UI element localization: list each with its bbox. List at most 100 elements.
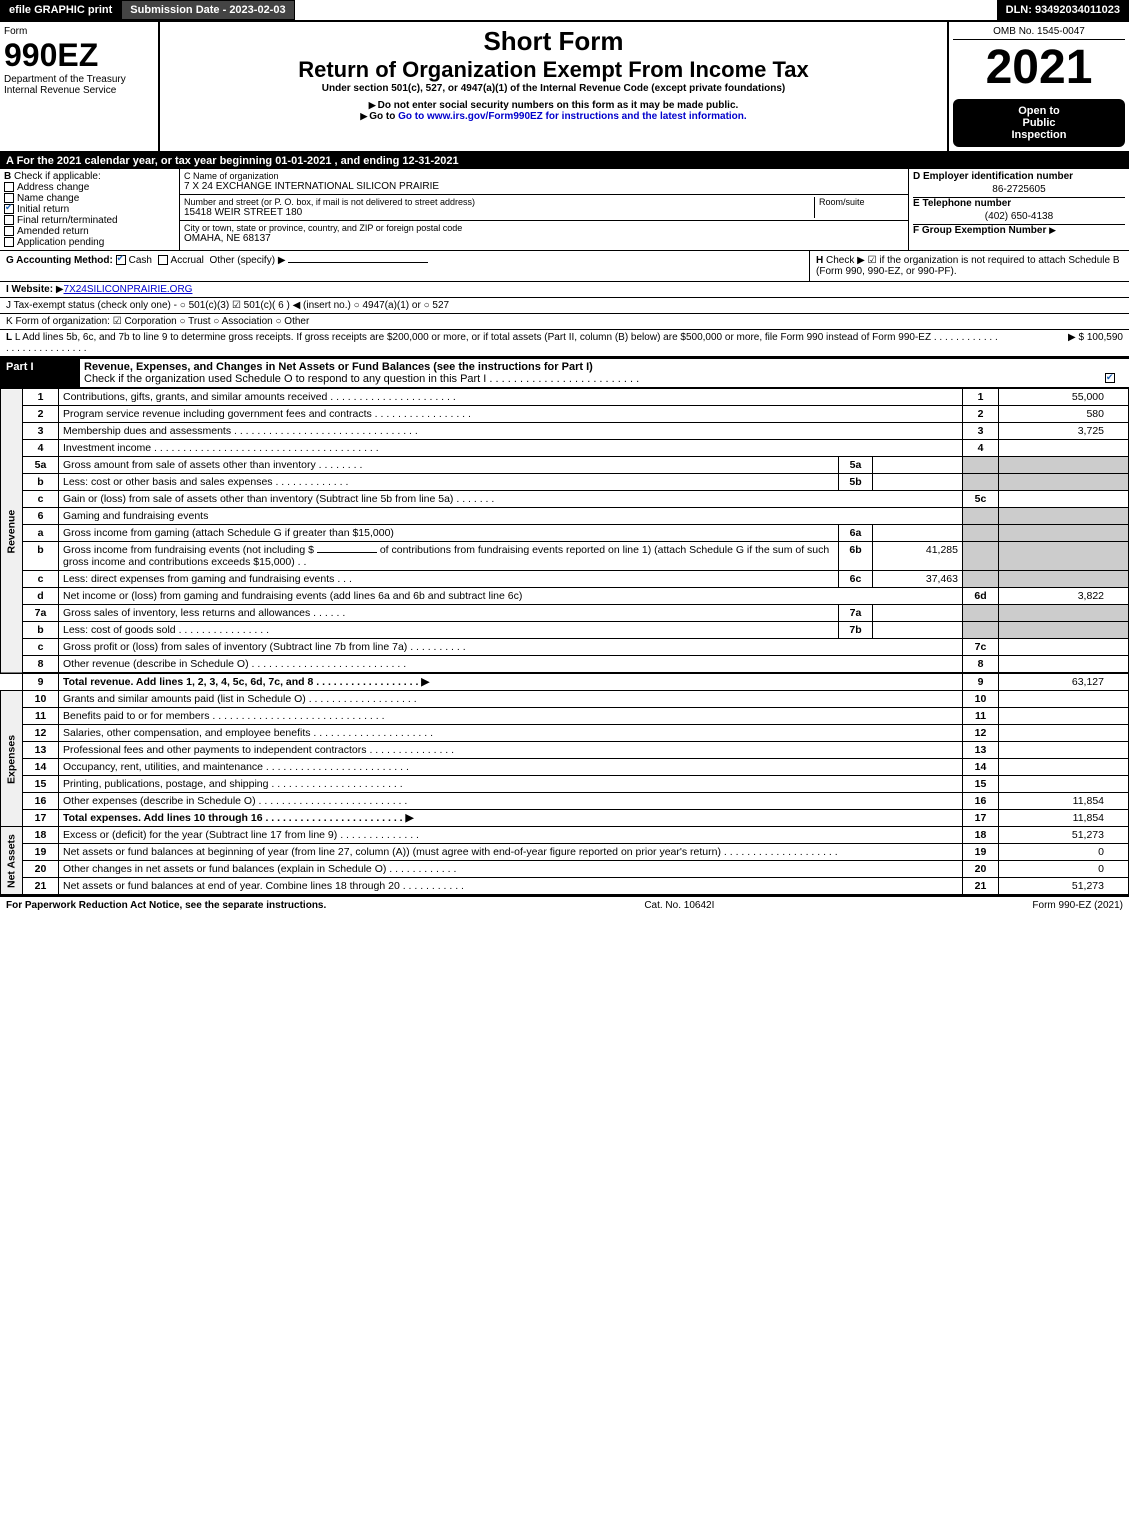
line-text: Salaries, other compensation, and employ… (63, 727, 310, 739)
table-row: d Net income or (loss) from gaming and f… (1, 588, 1129, 605)
line-num: 15 (23, 776, 59, 793)
line-ref: 20 (963, 861, 999, 878)
arrow-icon (1049, 225, 1058, 236)
line-text: Other changes in net assets or fund bala… (63, 863, 386, 875)
line-amount: 3,822 (999, 588, 1129, 605)
contrib-input[interactable] (317, 552, 377, 553)
checkbox-amended[interactable] (4, 226, 14, 236)
checkbox-initial-return[interactable] (4, 204, 14, 214)
b-initial: Initial return (17, 204, 69, 215)
form-word: Form (4, 26, 154, 37)
line-num: c (23, 571, 59, 588)
ein: 86-2725605 (913, 182, 1125, 198)
line-num: 11 (23, 708, 59, 725)
line-amount: 11,854 (999, 810, 1129, 827)
line-ref-gray (963, 542, 999, 571)
line-ref: 13 (963, 742, 999, 759)
line-amount (999, 759, 1129, 776)
dln-label: DLN: 93492034011023 (997, 0, 1129, 20)
b-label: Check if applicable: (14, 171, 101, 182)
line-num: c (23, 639, 59, 656)
line-ref: 11 (963, 708, 999, 725)
irs-label: Internal Revenue Service (4, 85, 154, 96)
open-line1: Open to (957, 105, 1121, 117)
line-ref: 21 (963, 878, 999, 895)
line-num: 14 (23, 759, 59, 776)
line-text: Membership dues and assessments (63, 425, 231, 437)
line-text: Total expenses. Add lines 10 through 16 (63, 812, 263, 824)
line-text: Net income or (loss) from gaming and fun… (59, 588, 963, 605)
checkbox-final-return[interactable] (4, 215, 14, 225)
line-text: Net assets or fund balances at end of ye… (63, 880, 400, 892)
irs-link[interactable]: Go to www.irs.gov/Form990EZ for instruct… (398, 111, 747, 122)
line-ref-gray (963, 622, 999, 639)
table-row: 13 Professional fees and other payments … (1, 742, 1129, 759)
line-num: 12 (23, 725, 59, 742)
tax-year: 2021 (953, 40, 1125, 95)
checkbox-accrual[interactable] (158, 255, 168, 265)
line-text: Gain or (loss) from sale of assets other… (63, 493, 453, 505)
sub-amount: 37,463 (873, 571, 963, 588)
line-num: 20 (23, 861, 59, 878)
checkbox-address-change[interactable] (4, 182, 14, 192)
line-ref: 15 (963, 776, 999, 793)
line-ref: 18 (963, 827, 999, 844)
line-text: Professional fees and other payments to … (63, 744, 367, 756)
footer-right: Form 990-EZ (2021) (1032, 900, 1123, 911)
website-note: Go to Go to www.irs.gov/Form990EZ for in… (164, 111, 943, 122)
table-row: 5a Gross amount from sale of assets othe… (1, 457, 1129, 474)
line-ref: 14 (963, 759, 999, 776)
line-num: 6 (23, 508, 59, 525)
line-amount-gray (999, 525, 1129, 542)
line-text: Benefits paid to or for members (63, 710, 209, 722)
line-ref: 17 (963, 810, 999, 827)
checkbox-pending[interactable] (4, 237, 14, 247)
line-ref: 2 (963, 406, 999, 423)
line-num: 8 (23, 656, 59, 674)
line-ref: 4 (963, 440, 999, 457)
website-link[interactable]: 7X24SILICONPRAIRIE.ORG (64, 284, 193, 295)
sub-amount (873, 525, 963, 542)
checkbox-schedule-o[interactable] (1105, 373, 1115, 383)
main-title: Return of Organization Exempt From Incom… (164, 57, 943, 83)
line-num: b (23, 622, 59, 639)
table-row: 3 Membership dues and assessments . . . … (1, 423, 1129, 440)
i-row: I Website: ▶7X24SILICONPRAIRIE.ORG (0, 282, 1129, 298)
line-text: Occupancy, rent, utilities, and maintena… (63, 761, 263, 773)
line-ref: 9 (963, 673, 999, 691)
l-text: L Add lines 5b, 6c, and 7b to line 9 to … (15, 332, 931, 343)
bcd-row: B Check if applicable: Address change Na… (0, 169, 1129, 251)
line-amount (999, 725, 1129, 742)
line-amount-gray (999, 542, 1129, 571)
efile-print-button[interactable]: efile GRAPHIC print (0, 0, 121, 20)
line-ref-gray (963, 474, 999, 491)
line-text: Less: cost of goods sold (63, 624, 176, 636)
table-row: Revenue 1 Contributions, gifts, grants, … (1, 389, 1129, 406)
open-to-public-box: Open to Public Inspection (953, 99, 1125, 147)
c-addr-label: Number and street (or P. O. box, if mail… (184, 197, 814, 207)
g-other-input[interactable] (288, 262, 428, 263)
g-label: G Accounting Method: (6, 255, 113, 266)
line-amount: 51,273 (999, 878, 1129, 895)
table-row: 21 Net assets or fund balances at end of… (1, 878, 1129, 895)
open-line3: Inspection (957, 129, 1121, 141)
table-row: b Less: cost of goods sold . . . . . . .… (1, 622, 1129, 639)
form-header: Form 990EZ Department of the Treasury In… (0, 22, 1129, 153)
sub-ref: 7b (839, 622, 873, 639)
footer-center: Cat. No. 10642I (644, 900, 714, 911)
line-amount-gray (999, 571, 1129, 588)
i-label: I Website: (6, 284, 53, 295)
line-num: 2 (23, 406, 59, 423)
line-ref-gray (963, 525, 999, 542)
dept-label: Department of the Treasury (4, 74, 154, 85)
checkbox-cash[interactable] (116, 255, 126, 265)
sub-ref: 6b (839, 542, 873, 571)
line-ref: 8 (963, 656, 999, 674)
table-row: 12 Salaries, other compensation, and emp… (1, 725, 1129, 742)
topbar: efile GRAPHIC print Submission Date - 20… (0, 0, 1129, 22)
line-amount: 55,000 (999, 389, 1129, 406)
section-c: C Name of organization 7 X 24 EXCHANGE I… (180, 169, 909, 250)
part1-check-line: Check if the organization used Schedule … (84, 373, 486, 385)
line-text: Gross amount from sale of assets other t… (63, 459, 316, 471)
table-row: 8 Other revenue (describe in Schedule O)… (1, 656, 1129, 674)
